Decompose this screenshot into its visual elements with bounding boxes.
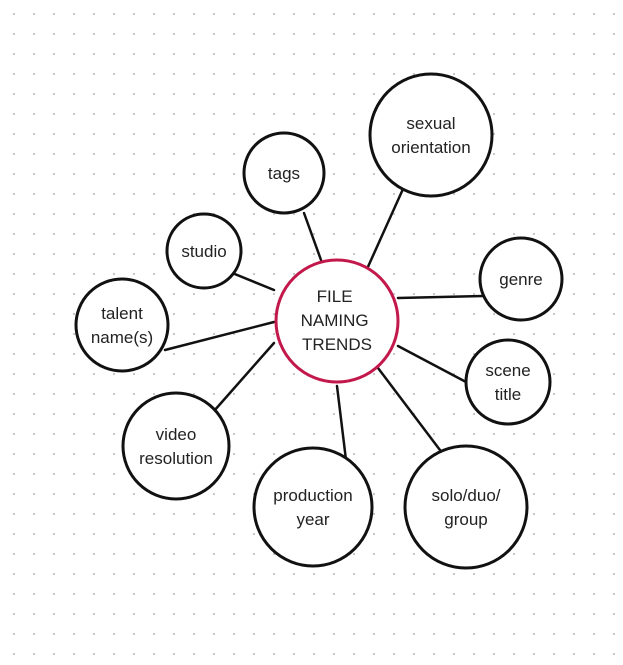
node-scene-title: scene title [464, 338, 552, 426]
center-node: FILE NAMING TRENDS [274, 258, 400, 384]
node-label-line: solo/duo/ [432, 486, 501, 505]
node-label-line: resolution [139, 449, 213, 468]
node-label: video resolution [139, 425, 213, 468]
node-label-line: production [273, 486, 352, 505]
node-label-line: scene [485, 361, 530, 380]
center-label-line: TRENDS [302, 335, 372, 354]
node-label-line: year [296, 510, 329, 529]
center-label-line: FILE [317, 287, 353, 306]
connector-genre [396, 294, 485, 300]
nodes: sexual orientation tags studio genre talent na… [74, 72, 564, 570]
node-label: solo/duo/group [432, 486, 501, 529]
node-label-line: video [156, 425, 197, 444]
node-label: production year [273, 486, 352, 529]
connector-solo-duo-group [376, 366, 448, 460]
node-circle [464, 338, 552, 426]
node-circle [252, 446, 374, 568]
node-label: studio [181, 242, 226, 261]
node-label-line: talent [101, 304, 143, 323]
node-label: tags [268, 164, 300, 183]
node-studio: studio [165, 212, 243, 290]
node-circle [242, 131, 326, 215]
node-label-line: genre [499, 270, 542, 289]
node-tags: tags [242, 131, 326, 215]
center-label-line: NAMING [301, 311, 369, 330]
connector-video-resolution [212, 341, 276, 413]
node-genre: genre [478, 236, 564, 322]
node-production-year: production year [252, 446, 374, 568]
connector-talent-names [163, 320, 276, 352]
node-circle [74, 277, 170, 373]
node-label-line: name(s) [91, 328, 153, 347]
node-label: sexual orientation [391, 114, 470, 157]
node-label-line: tags [268, 164, 300, 183]
center-circle [274, 258, 400, 384]
node-label: genre [499, 270, 542, 289]
connector-scene-title [396, 344, 468, 384]
connector-production-year [335, 384, 348, 462]
node-label: scene title [485, 361, 530, 404]
node-label: talent name(s) [91, 304, 153, 347]
node-label-line: studio [181, 242, 226, 261]
node-solo-duo-group: solo/duo/group [403, 444, 529, 570]
connector-sexual-orientation [365, 187, 405, 271]
node-video-resolution: video resolution [121, 391, 231, 501]
node-circle [165, 212, 243, 290]
node-label-line: sexual [406, 114, 455, 133]
node-label-line: orientation [391, 138, 470, 157]
node-circle [403, 444, 529, 570]
node-circle [121, 391, 231, 501]
node-label-line: title [495, 385, 521, 404]
connector-tags [302, 211, 323, 262]
center-label: FILE NAMING TRENDS [301, 287, 374, 354]
node-talent-names: talent name(s) [74, 277, 170, 373]
node-circle [368, 72, 494, 198]
node-sexual-orientation: sexual orientation [368, 72, 494, 198]
connectors [163, 187, 485, 462]
node-label-line: group [444, 510, 487, 529]
node-circle [478, 236, 564, 322]
